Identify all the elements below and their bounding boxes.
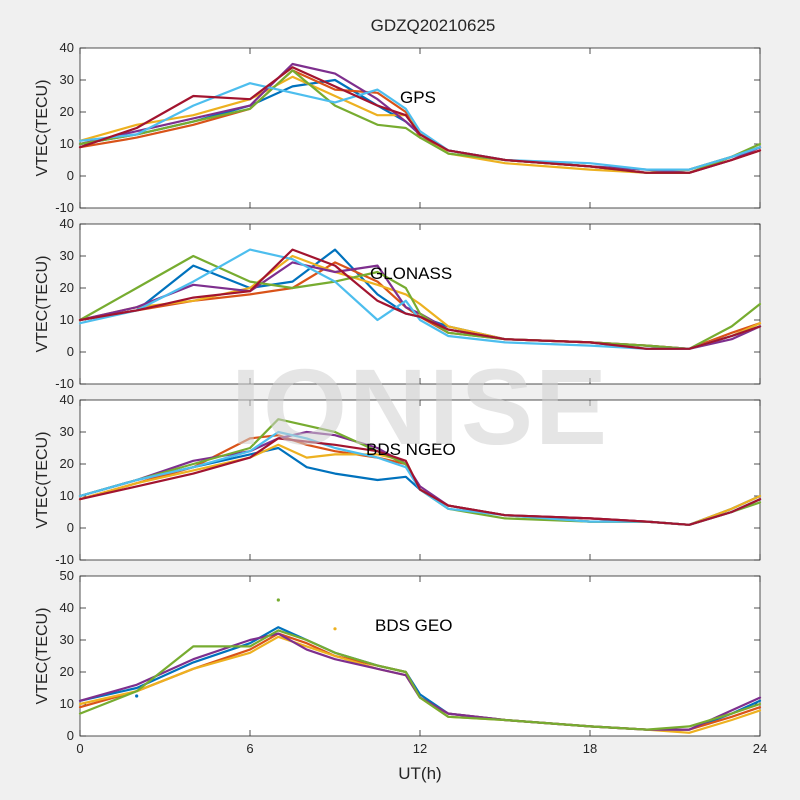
vtec-series-line <box>78 254 762 350</box>
y-tick-label: 0 <box>67 728 74 743</box>
y-tick-label: -10 <box>55 552 74 567</box>
y-tick-label: -10 <box>55 376 74 391</box>
constellation-label: BDS GEO <box>375 616 452 635</box>
constellation-label: BDS NGEO <box>366 440 456 459</box>
y-tick-label: 10 <box>60 136 74 151</box>
vtec-series-line <box>78 248 762 350</box>
figure-title: GDZQ20210625 <box>371 16 496 35</box>
x-tick-label: 24 <box>753 741 767 756</box>
y-tick-label: 20 <box>60 280 74 295</box>
y-tick-label: 20 <box>60 104 74 119</box>
y-tick-label: 10 <box>60 312 74 327</box>
y-tick-label: 40 <box>60 392 74 407</box>
x-axis-label: UT(h) <box>398 764 441 783</box>
x-tick-label: 6 <box>246 741 253 756</box>
axes-1 <box>79 47 761 209</box>
y-tick-label: 10 <box>60 488 74 503</box>
y-axis-label: VTEC(TECU) <box>34 432 51 529</box>
outlier-point <box>276 598 280 602</box>
vtec-series-line <box>78 62 762 174</box>
y-tick-label: -10 <box>55 200 74 215</box>
vtec-series-line <box>78 66 762 174</box>
y-tick-label: 20 <box>60 664 74 679</box>
y-tick-label: 0 <box>67 344 74 359</box>
ionise-watermark: IONISE <box>231 346 609 467</box>
y-axis-label: VTEC(TECU) <box>34 80 51 177</box>
y-tick-label: 20 <box>60 456 74 471</box>
y-tick-label: 40 <box>60 600 74 615</box>
y-tick-label: 50 <box>60 568 74 583</box>
outlier-point <box>333 627 337 631</box>
y-tick-label: 0 <box>67 168 74 183</box>
vtec-series-line <box>78 629 762 731</box>
vtec-series-line <box>78 437 762 526</box>
y-tick-label: 0 <box>67 520 74 535</box>
y-tick-label: 40 <box>60 216 74 231</box>
y-tick-label: 10 <box>60 696 74 711</box>
x-tick-label: 0 <box>76 741 83 756</box>
y-axis-label: VTEC(TECU) <box>34 608 51 705</box>
y-tick-label: 40 <box>60 40 74 55</box>
axes-4 <box>79 575 761 737</box>
vtec-series-line <box>78 82 762 171</box>
x-tick-label: 12 <box>413 741 427 756</box>
y-tick-label: 30 <box>60 72 74 87</box>
y-axis-label: VTEC(TECU) <box>34 256 51 353</box>
y-tick-label: 30 <box>60 248 74 263</box>
outlier-point <box>135 694 139 698</box>
constellation-label: GLONASS <box>370 264 452 283</box>
y-tick-label: 30 <box>60 632 74 647</box>
x-tick-label: 18 <box>583 741 597 756</box>
constellation-label: GPS <box>400 88 436 107</box>
axes-3 <box>79 399 761 561</box>
y-tick-label: 30 <box>60 424 74 439</box>
